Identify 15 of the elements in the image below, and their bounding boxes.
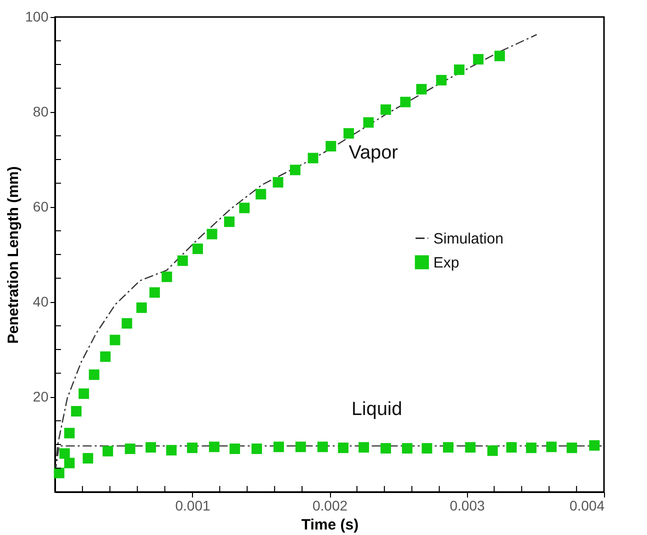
- x-tick-label: 0.002: [312, 498, 348, 514]
- legend-label: Exp: [433, 254, 460, 272]
- x-axis-title: Time (s): [301, 516, 359, 534]
- x-tick-label: 0.001: [175, 498, 210, 514]
- y-tick-label: 20: [32, 388, 49, 404]
- x-tick-label: 0.003: [450, 498, 485, 514]
- y-axis-title: Penetration Length (mm): [5, 166, 22, 344]
- annotation: Vapor: [348, 142, 399, 164]
- annotation: Liquid: [351, 398, 402, 420]
- y-tick-label: 60: [32, 198, 49, 214]
- y-tick-label: 100: [25, 8, 49, 24]
- x-tick-label: 0.004: [569, 498, 605, 514]
- y-tick-label: 40: [32, 294, 49, 310]
- y-tick-label: 80: [32, 104, 49, 120]
- legend-label: Simulation: [433, 230, 504, 248]
